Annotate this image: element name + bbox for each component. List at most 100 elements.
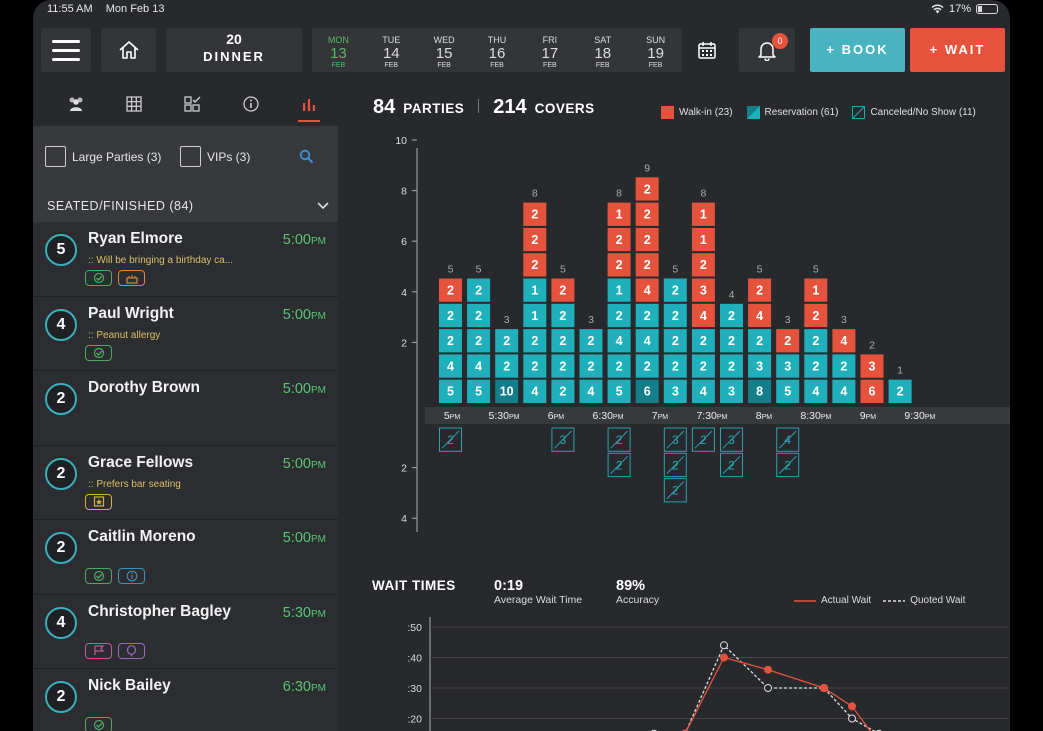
reservation-segment[interactable] [607, 278, 631, 302]
reservation-segment[interactable] [635, 329, 659, 353]
reservation-segment[interactable] [635, 354, 659, 378]
reservation-row[interactable]: 2 Grace Fellows 5:00PM:: Prefers bar seati… [33, 445, 338, 520]
tab-stats[interactable] [280, 89, 338, 122]
walkin-segment[interactable] [691, 253, 715, 277]
reservation-segment[interactable] [635, 379, 659, 403]
walkin-segment[interactable] [439, 278, 462, 302]
reservation-segment[interactable] [832, 379, 856, 403]
reservation-segment[interactable] [776, 379, 800, 403]
reservation-segment[interactable] [691, 329, 715, 353]
quoted-wait-point[interactable] [720, 641, 728, 650]
book-button[interactable]: + BOOK [810, 28, 905, 72]
walkin-segment[interactable] [607, 202, 631, 226]
actual-wait-point[interactable] [848, 702, 856, 711]
reservation-row[interactable]: 2 Dorothy Brown 5:00PM [33, 371, 338, 446]
canceled-segment[interactable] [551, 427, 575, 452]
reservation-segment[interactable] [720, 354, 743, 378]
walkin-segment[interactable] [691, 227, 715, 252]
reservation-row[interactable]: 2 Nick Bailey 6:30PM [33, 669, 338, 731]
day-sat[interactable]: SAT 18 FEB [576, 28, 629, 72]
tab-guests[interactable] [47, 89, 105, 119]
walkin-segment[interactable] [607, 253, 631, 277]
seated-section-header[interactable]: SEATED/FINISHED (84) [33, 192, 338, 220]
canceled-segment[interactable] [439, 427, 462, 452]
walkin-segment[interactable] [635, 177, 659, 201]
reservation-segment[interactable] [691, 354, 715, 378]
reservation-segment[interactable] [720, 329, 743, 353]
reservation-segment[interactable] [495, 354, 519, 378]
walkin-segment[interactable] [804, 303, 828, 328]
reservation-segment[interactable] [579, 329, 603, 353]
canceled-segment[interactable] [720, 427, 743, 452]
canceled-segment[interactable] [720, 452, 743, 478]
walkin-segment[interactable] [804, 278, 828, 302]
walkin-segment[interactable] [748, 303, 772, 328]
reservation-row[interactable]: 2 Caitlin Moreno 5:00PM [33, 520, 338, 595]
reservation-segment[interactable] [439, 354, 462, 378]
reservation-segment[interactable] [579, 379, 603, 403]
reservation-segment[interactable] [495, 329, 519, 353]
walkin-segment[interactable] [635, 202, 659, 226]
walkin-segment[interactable] [551, 278, 575, 302]
tab-floorplan[interactable] [163, 89, 221, 119]
walkin-segment[interactable] [776, 329, 800, 353]
reservation-segment[interactable] [523, 303, 547, 328]
quoted-wait-point[interactable] [848, 714, 856, 723]
canceled-segment[interactable] [691, 427, 715, 452]
walkin-segment[interactable] [832, 329, 856, 353]
reservation-segment[interactable] [804, 354, 828, 378]
reservation-segment[interactable] [467, 379, 491, 403]
reservation-segment[interactable] [748, 329, 772, 353]
reservation-segment[interactable] [720, 379, 743, 403]
walkin-segment[interactable] [607, 227, 631, 252]
day-fri[interactable]: FRI 17 FEB [523, 28, 576, 72]
reservation-segment[interactable] [748, 379, 772, 403]
walkin-segment[interactable] [523, 253, 547, 277]
day-wed[interactable]: WED 15 FEB [418, 28, 471, 72]
actual-wait-point[interactable] [820, 684, 828, 692]
calendar-button[interactable] [689, 28, 725, 72]
menu-button[interactable] [41, 28, 91, 72]
reservation-segment[interactable] [607, 303, 631, 328]
reservation-segment[interactable] [523, 379, 547, 403]
canceled-segment[interactable] [663, 427, 687, 452]
reservation-segment[interactable] [663, 379, 687, 403]
walkin-segment[interactable] [523, 202, 547, 226]
actual-wait-point[interactable] [720, 653, 728, 662]
reservation-segment[interactable] [467, 354, 491, 378]
tab-info[interactable] [222, 89, 280, 119]
home-button[interactable] [101, 28, 156, 72]
canceled-segment[interactable] [663, 478, 687, 503]
reservation-segment[interactable] [607, 379, 631, 403]
reservation-segment[interactable] [663, 354, 687, 378]
day-thu[interactable]: THU 16 FEB [471, 28, 524, 72]
walkin-segment[interactable] [691, 278, 715, 302]
reservation-segment[interactable] [832, 354, 856, 378]
walkin-segment[interactable] [860, 379, 884, 403]
reservation-segment[interactable] [523, 329, 547, 353]
vip-filter[interactable]: VIPs (3) [180, 146, 250, 167]
reservation-segment[interactable] [551, 354, 575, 378]
reservation-segment[interactable] [663, 303, 687, 328]
vip-checkbox[interactable] [180, 146, 201, 167]
reservation-segment[interactable] [551, 379, 575, 403]
walkin-segment[interactable] [635, 253, 659, 277]
canceled-segment[interactable] [776, 427, 800, 452]
day-tue[interactable]: TUE 14 FEB [365, 28, 418, 72]
reservation-row[interactable]: 4 Christopher Bagley 5:30PM [33, 594, 338, 669]
canceled-segment[interactable] [607, 427, 631, 452]
reservation-segment[interactable] [467, 303, 491, 328]
reservation-segment[interactable] [748, 354, 772, 378]
shift-selector[interactable]: 20 DINNER [166, 28, 302, 72]
canceled-segment[interactable] [776, 452, 800, 478]
day-sun[interactable]: SUN 19 FEB [629, 28, 682, 72]
reservation-segment[interactable] [804, 379, 828, 403]
walkin-segment[interactable] [691, 202, 715, 226]
reservation-segment[interactable] [888, 379, 912, 403]
reservation-segment[interactable] [579, 354, 603, 378]
walkin-segment[interactable] [635, 227, 659, 252]
search-button[interactable] [299, 149, 314, 169]
reservation-segment[interactable] [551, 329, 575, 353]
reservation-segment[interactable] [439, 379, 462, 403]
walkin-segment[interactable] [523, 227, 547, 252]
